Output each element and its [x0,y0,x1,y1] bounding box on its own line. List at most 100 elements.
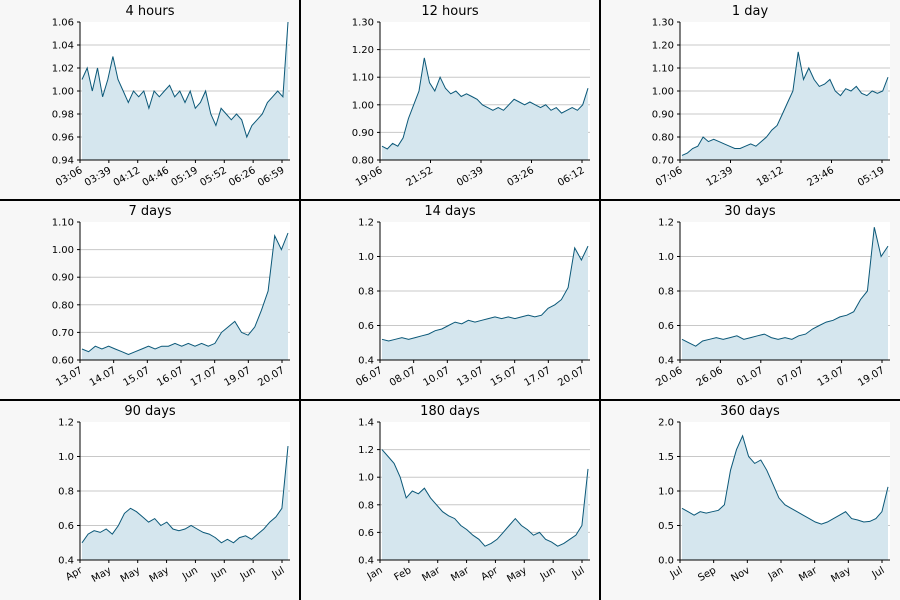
y-tick-label: 1.00 [52,87,74,98]
x-tick-label: Sep [696,565,718,584]
x-tick-label: Jul [870,565,887,581]
y-tick-label: 0.96 [52,133,74,144]
chart-title: 180 days [420,404,480,419]
series-line [681,51,889,156]
y-tick-label: 2.0 [658,418,674,429]
series-area [382,246,588,360]
chart-panel: 360 days 0.0 0.5 1.0 1.5 2.0 Jul Sep Nov Jan Mar Ma… [600,400,900,600]
x-tick-label: May [829,565,852,585]
series-line [681,227,889,347]
x-tick-label: 07.07 [775,365,805,389]
series-line [81,446,289,544]
x-tick-label: 20.07 [256,365,286,389]
x-tick-label: May [505,565,528,585]
series-area [82,233,288,360]
x-tick-label: 06:59 [256,165,286,189]
y-tick-label: 0.90 [652,110,674,121]
chart-svg: 180 days 0.4 0.6 0.8 1.0 1.2 1.4 Jan Feb Mar Mar Ap… [358,404,590,585]
x-tick-label: May [119,565,142,585]
x-tick-label: Jul [270,565,287,581]
x-tick-label: 17.07 [189,365,219,389]
x-tick-label: Apr [479,565,500,584]
x-tick-label: 03:39 [83,165,113,189]
chart-title: 12 hours [421,4,478,19]
x-tick-label: 05:19 [169,165,199,189]
chart-panel: 14 days 0.4 0.6 0.8 1.0 1.2 06.07 08.07 10.07 13.… [300,200,600,400]
y-tick-label: 1.06 [52,18,74,29]
y-tick-label: 1.02 [52,64,74,75]
y-tick-label: 0.70 [652,156,674,167]
series-line [381,57,589,150]
y-tick-label: 1.0 [58,452,74,463]
y-tick-label: 0.8 [358,287,374,298]
chart-title: 90 days [124,404,176,419]
y-tick-label: 0.4 [58,556,74,567]
y-tick-label: 1.30 [352,18,374,29]
y-tick-label: 1.4 [358,418,374,429]
x-tick-label: 04:46 [141,165,171,189]
chart-title: 7 days [128,204,171,219]
y-tick-label: 0.4 [358,556,374,567]
chart-svg: 7 days 0.60 0.70 0.80 0.90 1.00 1.10 13.07 14.07… [52,204,290,389]
x-tick-label: 17.07 [523,365,553,389]
y-tick-label: 0.4 [358,356,374,367]
x-tick-label: 06:26 [227,165,257,189]
y-tick-label: 0.6 [358,528,374,539]
x-tick-label: Jun [180,565,200,583]
x-tick-label: 06.07 [354,365,384,389]
x-tick-label: 13.07 [816,365,846,389]
y-tick-label: 0.6 [58,521,74,532]
chart-title: 14 days [424,204,476,219]
y-tick-label: 1.00 [652,87,674,98]
y-tick-label: 0.5 [658,521,674,532]
y-tick-label: 0.8 [58,487,74,498]
series-area [682,51,888,160]
y-tick-label: 1.2 [58,418,74,429]
x-tick-label: Apr [64,565,85,584]
series-area [682,227,888,360]
x-tick-label: 06:12 [556,165,586,189]
chart-panel: 12 hours 0.80 0.90 1.00 1.10 1.20 1.30 19:06 21:… [300,0,600,200]
chart-svg: 14 days 0.4 0.6 0.8 1.0 1.2 06.07 08.07 10.07 13.… [354,204,590,389]
x-tick-label: Jul [570,565,587,581]
x-tick-label: 19.07 [223,365,253,389]
y-tick-label: 1.5 [658,452,674,463]
y-tick-label: 1.30 [652,18,674,29]
x-tick-label: May [148,565,171,585]
panel-divider [0,399,900,401]
chart-panel: 4 hours 0.94 0.96 0.98 1.00 1.02 1.04 1.06 03:06… [0,0,300,200]
x-tick-label: 12:39 [705,165,735,189]
x-tick-label: 20.07 [556,365,586,389]
series-area [382,449,588,560]
series-line [81,21,289,139]
x-tick-label: 21:52 [405,165,435,189]
x-tick-label: Nov [729,565,751,584]
y-tick-label: 1.10 [52,218,74,229]
x-tick-label: 03:06 [54,165,84,189]
panel-divider [599,0,601,600]
series-line [81,232,289,356]
y-tick-label: 0.90 [52,273,74,284]
y-tick-label: 0.60 [52,356,74,367]
x-tick-label: 05:52 [198,165,228,189]
x-tick-label: Mar [449,565,472,584]
x-tick-label: Feb [393,565,414,583]
y-tick-label: 0.8 [358,500,374,511]
x-tick-label: 23:46 [806,165,836,189]
y-tick-label: 1.2 [358,445,374,456]
y-tick-label: 0.80 [352,156,374,167]
x-tick-label: Jun [538,565,558,583]
series-line [381,449,589,547]
x-tick-label: 01.07 [735,365,765,389]
x-tick-label: 00:39 [455,165,485,189]
x-tick-label: Jun [209,565,229,583]
x-tick-label: 10.07 [422,365,452,389]
x-tick-label: Mar [797,565,820,584]
x-tick-label: 08.07 [388,365,418,389]
x-tick-label: 19:06 [354,165,384,189]
x-tick-label: 19.07 [856,365,886,389]
x-tick-label: 03:26 [506,165,536,189]
y-tick-label: 0.6 [658,321,674,332]
x-tick-label: 05:19 [856,165,886,189]
